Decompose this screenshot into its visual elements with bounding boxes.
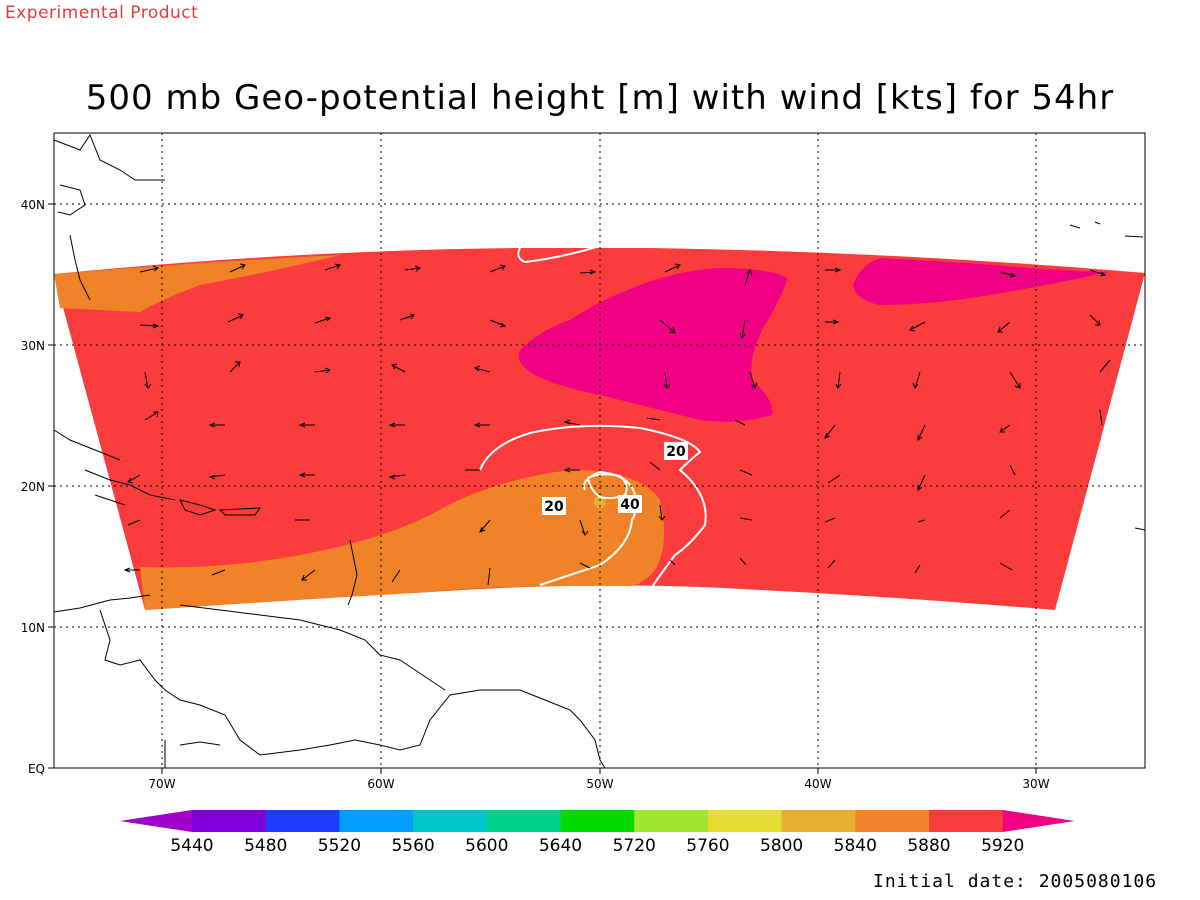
lat-tick-label: 20N bbox=[21, 480, 45, 494]
wind-contour-20 bbox=[479, 424, 707, 591]
coastlines bbox=[53, 133, 1146, 769]
legend-swatch bbox=[560, 810, 635, 832]
lat-tick-label: 30N bbox=[21, 339, 45, 353]
height-fill-5840-nw bbox=[54, 255, 340, 312]
height-fill-5920-east bbox=[853, 258, 1110, 305]
map-gridlines bbox=[54, 133, 1145, 768]
legend-arrow-low bbox=[120, 810, 192, 832]
legend-label: 5760 bbox=[686, 836, 729, 856]
legend-label: 5800 bbox=[760, 836, 803, 856]
lat-axis: EQ 10N 20N 30N 40N bbox=[21, 198, 54, 776]
lon-tick-label: 30W bbox=[1022, 777, 1049, 791]
legend-label: 5920 bbox=[981, 836, 1024, 856]
legend-label: 5520 bbox=[318, 836, 361, 856]
legend-swatch bbox=[707, 810, 783, 832]
legend-swatch bbox=[486, 810, 561, 832]
svg-text:40: 40 bbox=[620, 497, 640, 513]
lon-tick-label: 60W bbox=[367, 777, 394, 791]
map-title: 500 mb Geo-potential height [m] with win… bbox=[85, 78, 1115, 118]
experimental-product-label: Experimental Product bbox=[5, 3, 199, 23]
wind-vectors bbox=[123, 263, 1111, 586]
lat-tick-label: EQ bbox=[28, 762, 45, 776]
legend-swatch bbox=[634, 810, 709, 832]
legend-label: 5640 bbox=[539, 836, 582, 856]
legend-label: 5880 bbox=[907, 836, 950, 856]
legend-label: 5840 bbox=[834, 836, 877, 856]
height-fill-5920-central bbox=[518, 268, 788, 422]
legend-label: 5480 bbox=[244, 836, 287, 856]
lat-tick-label: 40N bbox=[21, 198, 45, 212]
legend-label: 5560 bbox=[391, 836, 434, 856]
color-legend: 5440 5480 5520 5560 5600 5640 5720 5760 5800 5840… bbox=[120, 810, 1075, 856]
legend-swatch bbox=[339, 810, 414, 832]
lon-tick-label: 70W bbox=[148, 777, 175, 791]
contour-label-20-lower: 20 bbox=[542, 497, 566, 515]
lon-tick-label: 50W bbox=[586, 777, 613, 791]
lon-axis: 70W 60W 50W 40W 30W bbox=[148, 768, 1050, 791]
legend-swatch bbox=[265, 810, 340, 832]
height-fill-5800-spot bbox=[594, 496, 606, 508]
legend-label: 5720 bbox=[613, 836, 656, 856]
legend-swatch bbox=[781, 810, 856, 832]
svg-text:20: 20 bbox=[544, 499, 564, 515]
height-fill-5840-south bbox=[140, 470, 664, 610]
lon-tick-label: 40W bbox=[804, 777, 831, 791]
legend-swatch bbox=[192, 810, 267, 832]
wind-contour-20-north bbox=[517, 245, 601, 264]
legend-swatch bbox=[413, 810, 488, 832]
svg-text:20: 20 bbox=[666, 444, 686, 460]
contour-label-20-upper: 20 bbox=[664, 442, 688, 460]
legend-swatch bbox=[855, 810, 930, 832]
contour-label-40: 40 bbox=[618, 495, 642, 513]
lat-tick-label: 10N bbox=[21, 621, 45, 635]
initial-date: Initial date: 2005080106 bbox=[873, 871, 1158, 892]
legend-arrow-high bbox=[1002, 810, 1075, 832]
legend-swatch bbox=[929, 810, 1004, 832]
legend-label: 5600 bbox=[465, 836, 508, 856]
legend-label: 5440 bbox=[170, 836, 213, 856]
